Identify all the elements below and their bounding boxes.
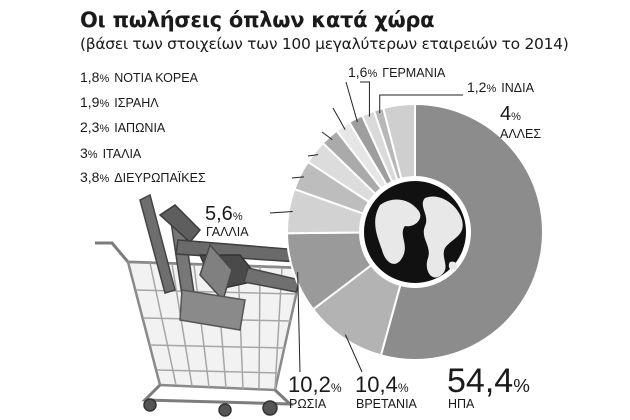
slice-value-7: 2,3 [80,119,100,135]
slice-value-2: 10,4 [355,372,398,397]
slice-name-8: ΙΣΡΑΗΛ [114,96,159,110]
slice-label-12: 4% [500,103,521,125]
leader-line-5 [291,176,304,179]
slice-unit-10: % [367,68,377,80]
leader-line-10 [360,81,370,117]
pie-slices [285,102,544,361]
slice-value-4: 5,6 [205,203,233,225]
pie-slice-12 [382,102,416,180]
slice-value-1: 54,4 [447,362,513,400]
slice-name-3: ΡΩΣΙΑ [289,397,327,411]
slice-value-12: 4 [500,103,511,125]
leader-line-2 [344,334,363,373]
slice-value-9: 1,8 [80,69,100,85]
leader-line-11 [379,94,463,114]
shopping-cart-with-rifles-icon [95,193,304,417]
slice-value-11: 1,2 [467,79,487,95]
slice-unit-3: % [331,381,342,395]
slice-label-6: 3% ΙΤΑΛΙΑ [80,145,142,161]
leader-line-3 [297,272,301,373]
slice-label-9: 1,8% ΝΟΤΙΑ ΚΟΡΕΑ [80,69,199,85]
slice-name-12: ΑΛΛΕΣ [500,127,541,141]
slice-name-5: ΔΙΕΥΡΩΠΑΪΚΕΣ [114,171,206,185]
slice-unit-11: % [486,83,496,95]
slice-unit-8: % [99,98,109,110]
slice-value-8: 1,9 [80,94,100,110]
slice-label-8: 1,9% ΙΣΡΑΗΛ [80,94,159,110]
slice-unit-12: % [511,111,521,123]
slice-value-10: 1,6 [348,64,368,80]
leader-line-6 [307,154,319,157]
slice-label-4: 5,6% [205,203,243,225]
leader-line-4 [269,210,293,214]
slice-name-1: ΗΠΑ [448,397,475,411]
slice-name-11: ΙΝΔΙΑ [501,81,534,95]
slice-label-5: 3,8% ΔΙΕΥΡΩΠΑΪΚΕΣ [80,169,206,185]
slice-unit-2: % [398,381,409,395]
slice-unit-6: % [88,149,98,161]
leader-line-8 [332,107,346,130]
slice-name-10: ΓΕΡΜΑΝΙΑ [382,66,446,80]
slice-label-3: 10,2% [288,372,342,397]
slice-name-4: ΓΑΛΛΙΑ [206,225,249,239]
slice-unit-1: % [513,375,530,396]
slice-value-5: 3,8 [80,169,100,185]
leader-lines [269,81,463,373]
slice-unit-5: % [99,173,109,185]
slice-label-7: 2,3% ΙΑΠΩΝΙΑ [80,119,166,135]
slice-name-9: ΝΟΤΙΑ ΚΟΡΕΑ [114,71,198,85]
slice-label-2: 10,4% [355,372,409,397]
slice-name-2: ΒΡΕΤΑΝΙΑ [356,397,418,411]
leader-line-9 [345,81,358,123]
slice-label-10: 1,6% ΓΕΡΜΑΝΙΑ [348,64,446,80]
chart-subtitle: (βάσει των στοιχείων των 100 μεγαλύτερων… [80,35,569,53]
globe-icon [362,179,468,285]
slice-unit-7: % [99,123,109,135]
chart-title: Οι πωλήσεις όπλων κατά χώρα [80,8,435,32]
slice-labels: 54,4%ΗΠΑ10,4%ΒΡΕΤΑΝΙΑ10,2%ΡΩΣΙΑ5,6%ΓΑΛΛΙ… [80,64,541,411]
leader-line-7 [321,131,333,141]
slice-name-7: ΙΑΠΩΝΙΑ [114,121,166,135]
slice-unit-4: % [233,211,243,223]
pie-slice-1 [379,102,544,361]
slice-unit-9: % [99,73,109,85]
slice-label-1: 54,4% [447,362,530,400]
slice-label-11: 1,2% ΙΝΔΙΑ [467,79,535,95]
slice-value-6: 3 [80,145,88,161]
slice-name-6: ΙΤΑΛΙΑ [103,147,142,161]
slice-value-3: 10,2 [288,372,331,397]
